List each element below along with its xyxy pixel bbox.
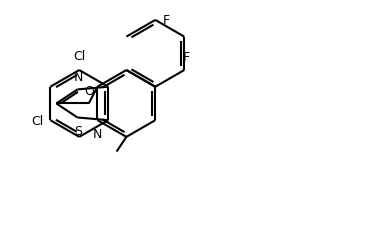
- Text: Cl: Cl: [31, 114, 43, 127]
- Text: F: F: [163, 14, 170, 27]
- Text: F: F: [182, 51, 190, 64]
- Text: O: O: [84, 85, 94, 98]
- Text: S: S: [75, 124, 82, 137]
- Text: N: N: [74, 71, 83, 84]
- Text: N: N: [93, 128, 102, 141]
- Text: Cl: Cl: [73, 50, 85, 63]
